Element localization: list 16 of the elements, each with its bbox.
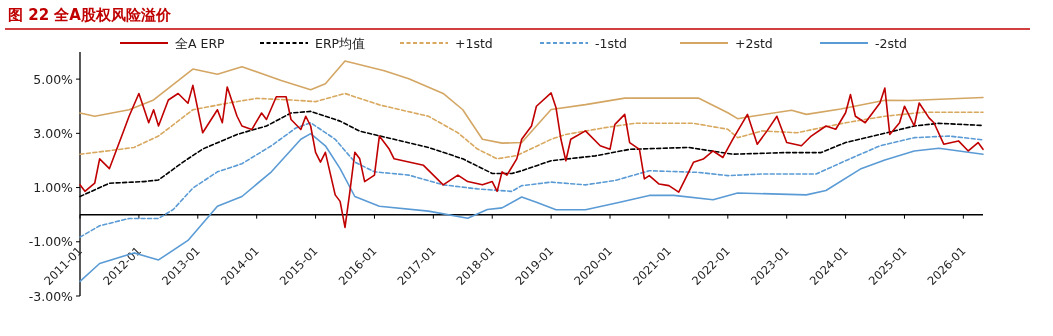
legend-label: -2std: [875, 35, 907, 51]
y-tick-label: -1.00%: [28, 234, 74, 250]
line-series: [79, 92, 984, 160]
line-series: [79, 84, 984, 229]
y-tick-label: -3.00%: [28, 288, 74, 304]
legend-label: 全A ERP: [175, 35, 226, 51]
line-series: [79, 60, 984, 144]
chart-title: 图 22 全A股权风险溢价: [8, 6, 172, 24]
y-tick-label: 1.00%: [33, 180, 74, 196]
legend-label: +2std: [735, 35, 773, 51]
legend-label: -1std: [595, 35, 627, 51]
legend-label: ERP均值: [315, 35, 366, 51]
y-tick-label: 5.00%: [33, 71, 74, 87]
y-tick-label: 3.00%: [33, 125, 74, 141]
legend-label: +1std: [455, 35, 493, 51]
line-series: [79, 121, 984, 238]
